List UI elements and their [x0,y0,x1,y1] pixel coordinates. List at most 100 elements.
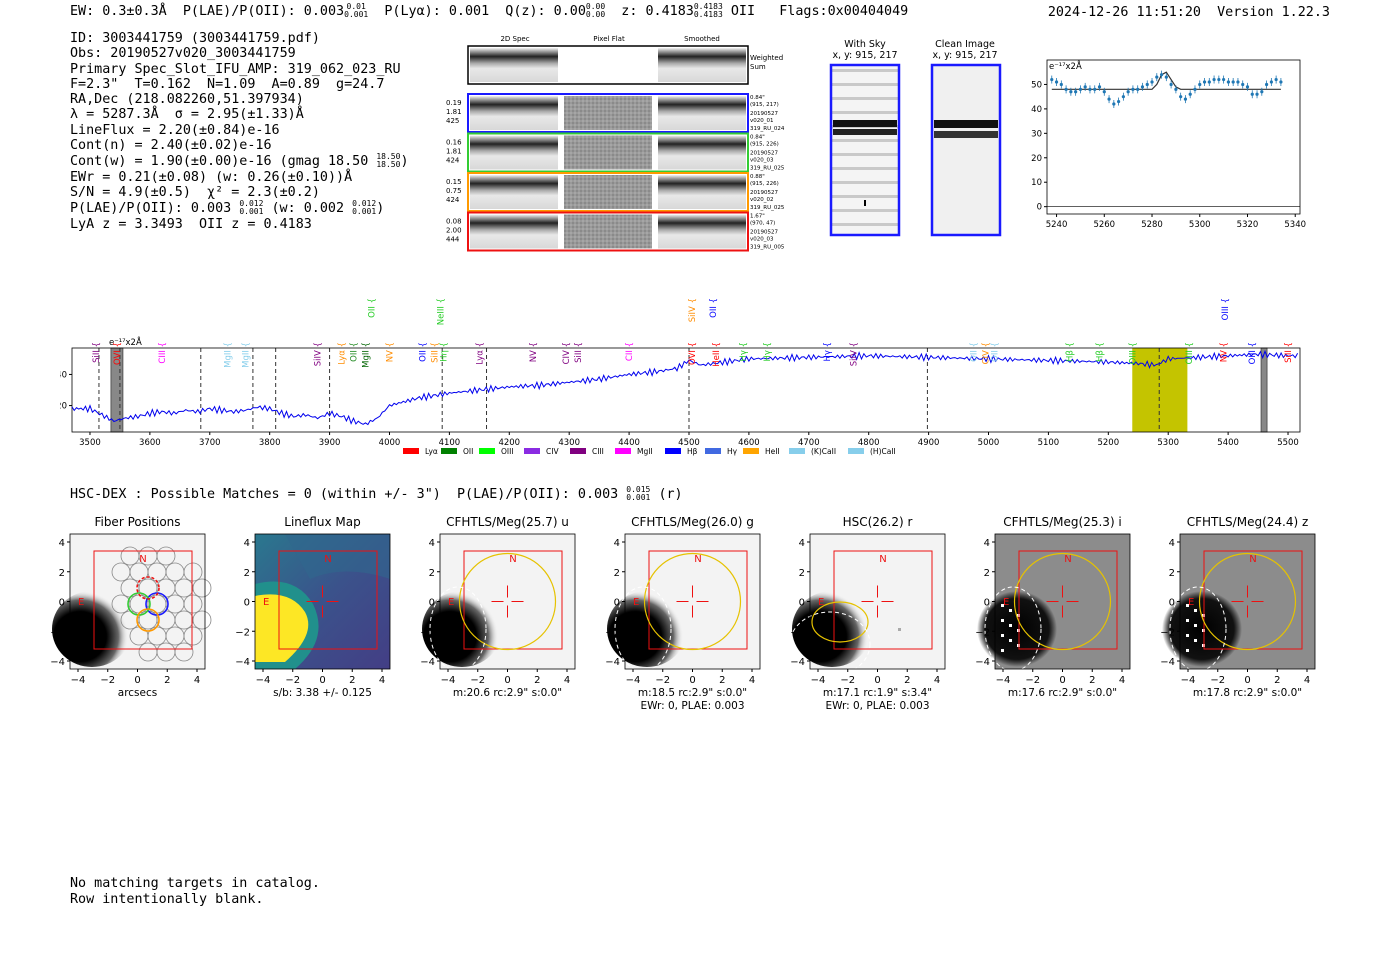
plae-w-bounds: 0.012 0.001 [352,200,376,216]
legend-swatch [665,448,681,454]
east-label: E [448,597,454,608]
version: Version 1.22.3 [1217,5,1330,20]
cutout-shot: v020_03 [750,158,774,164]
zoom-point [1107,97,1111,101]
image-panel: Fiber Positions N E −4 −4 −2 −2 0 0 2 2 4 4 arcsecs [50,515,212,699]
full-xtick-label: 5500 [1277,438,1299,448]
cutout-flat [564,96,652,130]
line-label: SiII { [92,342,102,363]
panel-ytick-label: −2 [790,627,805,638]
spectral-cutouts: 2D Spec Pixel Flat Smoothed Weighted Sum… [446,35,785,252]
zoom-point [1126,90,1130,94]
panel-xtick-label: 4 [1119,675,1125,686]
line-label: SiII { [574,342,584,363]
fiber-circle [183,594,203,614]
line-label: Hγ { [739,342,749,362]
full-xtick-label: 5100 [1038,438,1060,448]
zoom-xtick-label: 5240 [1046,220,1068,230]
north-label: N [1249,554,1256,565]
zoom-point [1241,82,1245,87]
cutout-dist: 0.84" [750,95,765,101]
panel-xtick-label: −4 [441,675,456,686]
z-value: z: 0.4183 [621,4,694,19]
bright-source [422,591,502,667]
zoom-ytick-label: 40 [1031,105,1042,115]
clean-trace [934,120,998,128]
legend-swatch [705,448,721,454]
legend-label: OIII [501,447,514,456]
full-xtick-label: 5000 [978,438,1000,448]
bright-source [52,591,132,667]
line-label: Hβ { [1065,342,1075,362]
zoom-point [1150,80,1154,84]
panel-ytick-label: 0 [429,598,435,609]
full-xtick-label: 3700 [199,438,221,448]
spectrum-line [71,349,1299,426]
info-lambda: λ = 5287.3Å σ = 2.95(±1.33)Å [70,107,304,123]
source-ellipse [1169,586,1227,672]
contw-lo: 18.50 [376,160,401,170]
info-plae: P(LAE)/P(OII): 0.003 [70,201,232,217]
info-obs: Obs: 20190527v020_3003441759 [70,46,296,62]
plae-header-bounds: 0.01 0.001 [344,3,368,19]
panel-title: HSC(26.2) r [843,515,913,529]
line-label: OII { [990,342,1000,362]
clean-trace-2 [934,131,998,138]
zoom-point [1250,92,1254,96]
panel-caption: arcsecs [118,687,157,699]
source-ellipse [429,586,487,672]
line-label: MgII { [362,342,372,368]
plae-header-lo: 0.001 [344,10,369,19]
legend-label: Hγ [727,447,738,456]
lineflux-peak [255,594,309,662]
panel-xtick-label: 2 [719,675,725,686]
hsc-p-band: (r) [658,487,683,502]
cutout-2d [470,214,558,249]
with-sky-title: With Sky [844,39,886,50]
highlight-region [1132,348,1188,432]
saturated-pixel [1186,604,1189,607]
cutout-dist: 1.67" [750,214,765,220]
panel-xtick-label: 0 [504,675,510,686]
cutout-2d [470,96,558,130]
hsc-title: HSC-DEX : Possible Matches = 0 (within +… [70,486,683,503]
zoom-point [1112,102,1116,106]
cutout-dist: 0.84" [750,135,765,141]
fiber-circle [192,610,212,630]
panel-ytick-label: −2 [1160,627,1175,638]
panel-ytick-label: 4 [799,538,805,549]
zoom-xtick-label: 5320 [1237,220,1259,230]
cutout-weight: 0.08 [446,218,462,226]
header-summary: EW: 0.3±0.3Å P(LAE)/P(OII): 0.003 0.01 0.0… [70,3,909,20]
line-label: OII { [418,342,428,362]
zoom-point [1212,77,1216,82]
panel-xtick-label: −4 [1181,675,1196,686]
cutout-shot: v020_03 [750,237,774,243]
info-contn: Cont(n) = 2.40(±0.02)e-16 [70,138,272,154]
zoom-point [1069,90,1073,94]
line-label: OVI { [113,342,123,365]
flags-value: Flags:0x00404049 [779,4,909,19]
with-sky-image [829,63,901,237]
zoom-point [1245,85,1250,89]
zoom-point [1174,87,1178,91]
panel-title: CFHTLS/Meg(24.4) z [1187,515,1309,529]
line-label: SiII { [1284,342,1294,363]
cutout-smoothed [658,96,746,130]
panel-ytick-label: 4 [614,538,620,549]
aperture-circle [458,552,557,651]
zoom-point [1093,87,1097,91]
fiber-circle [192,578,212,598]
zoom-ytick-label: 0 [1037,203,1042,213]
z-bounds: 0.4183 0.4183 [694,3,723,19]
panel-ytick-label: −2 [420,627,435,638]
line-label: SiII { [430,342,440,363]
panel-ytick-label: 4 [1169,538,1175,549]
panel-xtick-label: −2 [100,675,115,686]
panel-ytick-label: −2 [50,627,65,638]
panel-xtick-label: 0 [874,675,880,686]
panel-ytick-label: 0 [59,598,65,609]
panel-caption: m:17.6 rc:2.9" s:0.0" [1008,687,1117,699]
panel-xtick-label: 2 [164,675,170,686]
